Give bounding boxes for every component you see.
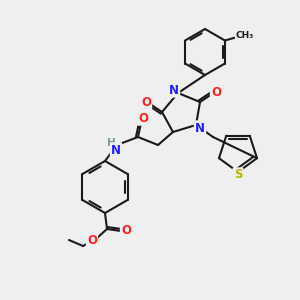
Text: O: O: [87, 235, 97, 248]
Text: H: H: [106, 138, 116, 148]
Text: O: O: [121, 224, 131, 238]
Text: N: N: [111, 143, 121, 157]
Text: N: N: [169, 83, 179, 97]
Text: O: O: [211, 85, 221, 98]
Text: CH₃: CH₃: [236, 31, 254, 40]
Text: S: S: [234, 169, 242, 182]
Text: O: O: [141, 95, 151, 109]
Text: N: N: [195, 122, 205, 134]
Text: O: O: [138, 112, 148, 124]
